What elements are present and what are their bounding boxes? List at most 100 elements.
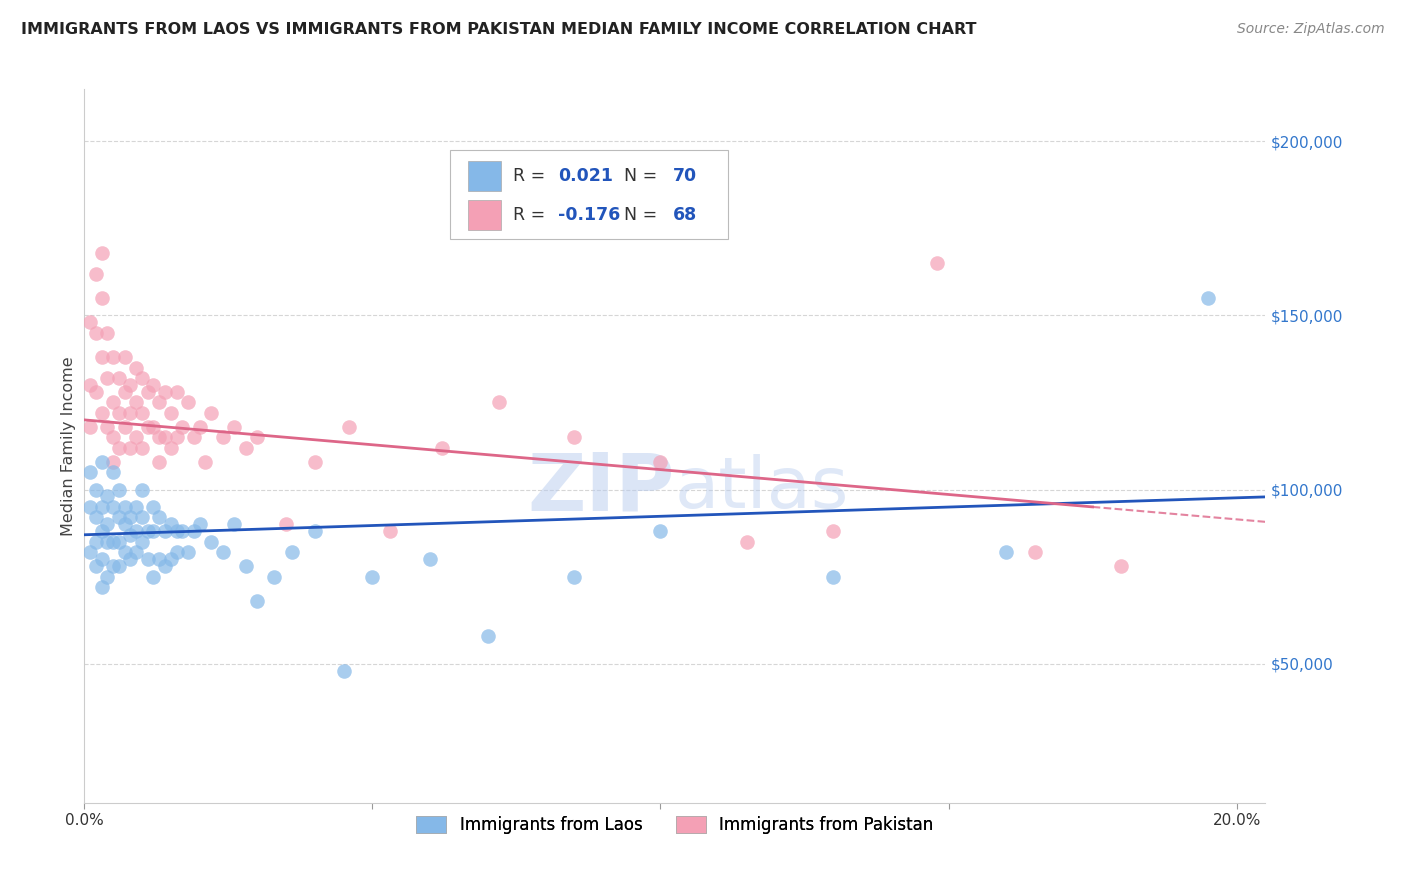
Point — [159, 441, 181, 455]
Point — [131, 510, 153, 524]
Point — [125, 545, 148, 559]
Point — [79, 465, 101, 479]
Point — [90, 500, 112, 514]
Point — [90, 245, 112, 260]
Point — [96, 420, 118, 434]
Point — [142, 500, 165, 514]
Point — [735, 534, 758, 549]
Bar — [468, 161, 502, 192]
Point — [114, 385, 136, 400]
Point — [246, 430, 269, 444]
Point — [120, 528, 142, 542]
Point — [131, 483, 153, 497]
Point — [120, 552, 142, 566]
Point — [159, 517, 181, 532]
Point — [108, 534, 131, 549]
Point — [488, 395, 510, 409]
Point — [114, 517, 136, 532]
Text: 70: 70 — [672, 168, 696, 186]
Point — [925, 256, 948, 270]
Point — [153, 559, 176, 574]
Point — [183, 430, 205, 444]
Point — [194, 455, 217, 469]
Point — [183, 524, 205, 539]
Point — [79, 420, 101, 434]
Point — [131, 406, 153, 420]
Point — [332, 664, 354, 678]
Point — [136, 385, 159, 400]
Point — [96, 534, 118, 549]
Point — [142, 569, 165, 583]
Point — [562, 569, 585, 583]
Point — [125, 500, 148, 514]
Point — [90, 524, 112, 539]
Point — [235, 441, 257, 455]
Point — [108, 371, 131, 385]
Point — [1024, 545, 1046, 559]
Point — [96, 517, 118, 532]
Point — [1111, 559, 1133, 574]
Point — [79, 378, 101, 392]
Point — [114, 420, 136, 434]
Point — [224, 517, 246, 532]
Point — [142, 378, 165, 392]
Point — [114, 500, 136, 514]
Point — [142, 524, 165, 539]
Point — [108, 510, 131, 524]
Point — [172, 420, 194, 434]
Point — [263, 569, 285, 583]
Point — [90, 291, 112, 305]
Point — [96, 569, 118, 583]
Point — [108, 406, 131, 420]
Point — [562, 430, 585, 444]
Point — [114, 350, 136, 364]
Text: -0.176: -0.176 — [558, 206, 620, 224]
Point — [200, 406, 222, 420]
Point — [101, 430, 124, 444]
Point — [1197, 291, 1219, 305]
Point — [136, 524, 159, 539]
Point — [101, 500, 124, 514]
Point — [153, 385, 176, 400]
Point — [188, 420, 211, 434]
Point — [108, 441, 131, 455]
Point — [477, 629, 499, 643]
Text: R =: R = — [513, 168, 551, 186]
Point — [274, 517, 297, 532]
Point — [96, 490, 118, 504]
Point — [430, 441, 453, 455]
Point — [79, 315, 101, 329]
Point — [125, 360, 148, 375]
Point — [84, 483, 107, 497]
Point — [281, 545, 304, 559]
Point — [304, 455, 326, 469]
Point — [120, 441, 142, 455]
Point — [823, 524, 845, 539]
Text: 68: 68 — [672, 206, 697, 224]
Point — [131, 534, 153, 549]
Point — [120, 406, 142, 420]
Point — [114, 545, 136, 559]
Point — [101, 455, 124, 469]
Point — [90, 552, 112, 566]
Point — [378, 524, 401, 539]
Point — [108, 559, 131, 574]
Point — [125, 395, 148, 409]
Point — [650, 455, 672, 469]
Point — [177, 395, 200, 409]
Text: Source: ZipAtlas.com: Source: ZipAtlas.com — [1237, 22, 1385, 37]
Point — [166, 545, 188, 559]
Point — [419, 552, 441, 566]
Point — [131, 371, 153, 385]
Bar — [468, 200, 502, 230]
Point — [84, 510, 107, 524]
Text: N =: N = — [613, 168, 664, 186]
Point — [101, 559, 124, 574]
Point — [148, 455, 170, 469]
Point — [125, 524, 148, 539]
Point — [120, 378, 142, 392]
Text: N =: N = — [613, 206, 664, 224]
Point — [131, 441, 153, 455]
Point — [84, 534, 107, 549]
Point — [166, 385, 188, 400]
